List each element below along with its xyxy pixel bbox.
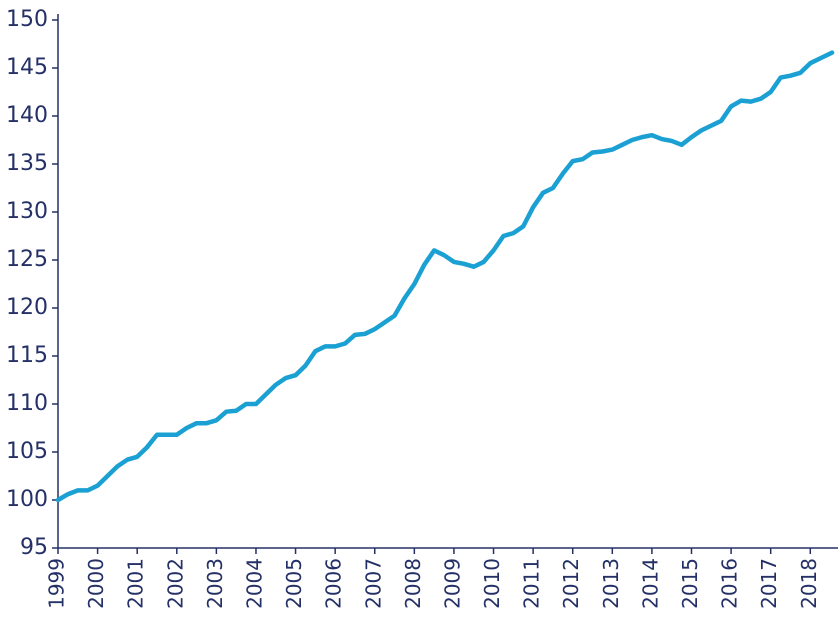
- x-tick-label: 2013: [599, 558, 623, 609]
- x-tick-label: 2011: [520, 558, 544, 609]
- y-tick-label: 135: [6, 151, 48, 176]
- x-tick-label: 2016: [718, 558, 742, 609]
- y-tick-label: 115: [6, 343, 48, 368]
- y-tick-label: 125: [6, 247, 48, 272]
- x-tick-label: 2017: [757, 558, 781, 609]
- y-tick-label: 140: [6, 103, 48, 128]
- x-tick-label: 2014: [638, 558, 662, 609]
- x-tick-label: 2005: [282, 558, 306, 609]
- y-tick-label: 100: [6, 487, 48, 512]
- x-tick-label: 2012: [559, 558, 583, 609]
- y-tick-label: 110: [6, 391, 48, 416]
- x-tick-label: 2007: [361, 558, 385, 609]
- x-tick-label: 2000: [84, 558, 108, 609]
- x-tick-label: 2018: [797, 558, 821, 609]
- x-tick-label: 2004: [242, 558, 266, 609]
- x-tick-label: 2010: [480, 558, 504, 609]
- y-tick-label: 150: [6, 7, 48, 32]
- y-tick-label: 120: [6, 295, 48, 320]
- y-tick-label: 130: [6, 199, 48, 224]
- x-tick-label: 2003: [203, 558, 227, 609]
- x-tick-label: 2002: [163, 558, 187, 609]
- x-tick-label: 2001: [124, 558, 148, 609]
- data-line: [55, 50, 835, 503]
- x-tick-label: 2008: [401, 558, 425, 609]
- y-tick-label: 105: [6, 439, 48, 464]
- x-tick-label: 2006: [322, 558, 346, 609]
- x-tick-label: 2015: [678, 558, 702, 609]
- x-tick-label: 1999: [45, 558, 69, 609]
- y-tick-label: 95: [20, 535, 48, 560]
- x-tick-label: 2009: [440, 558, 464, 609]
- y-tick-label: 145: [6, 55, 48, 80]
